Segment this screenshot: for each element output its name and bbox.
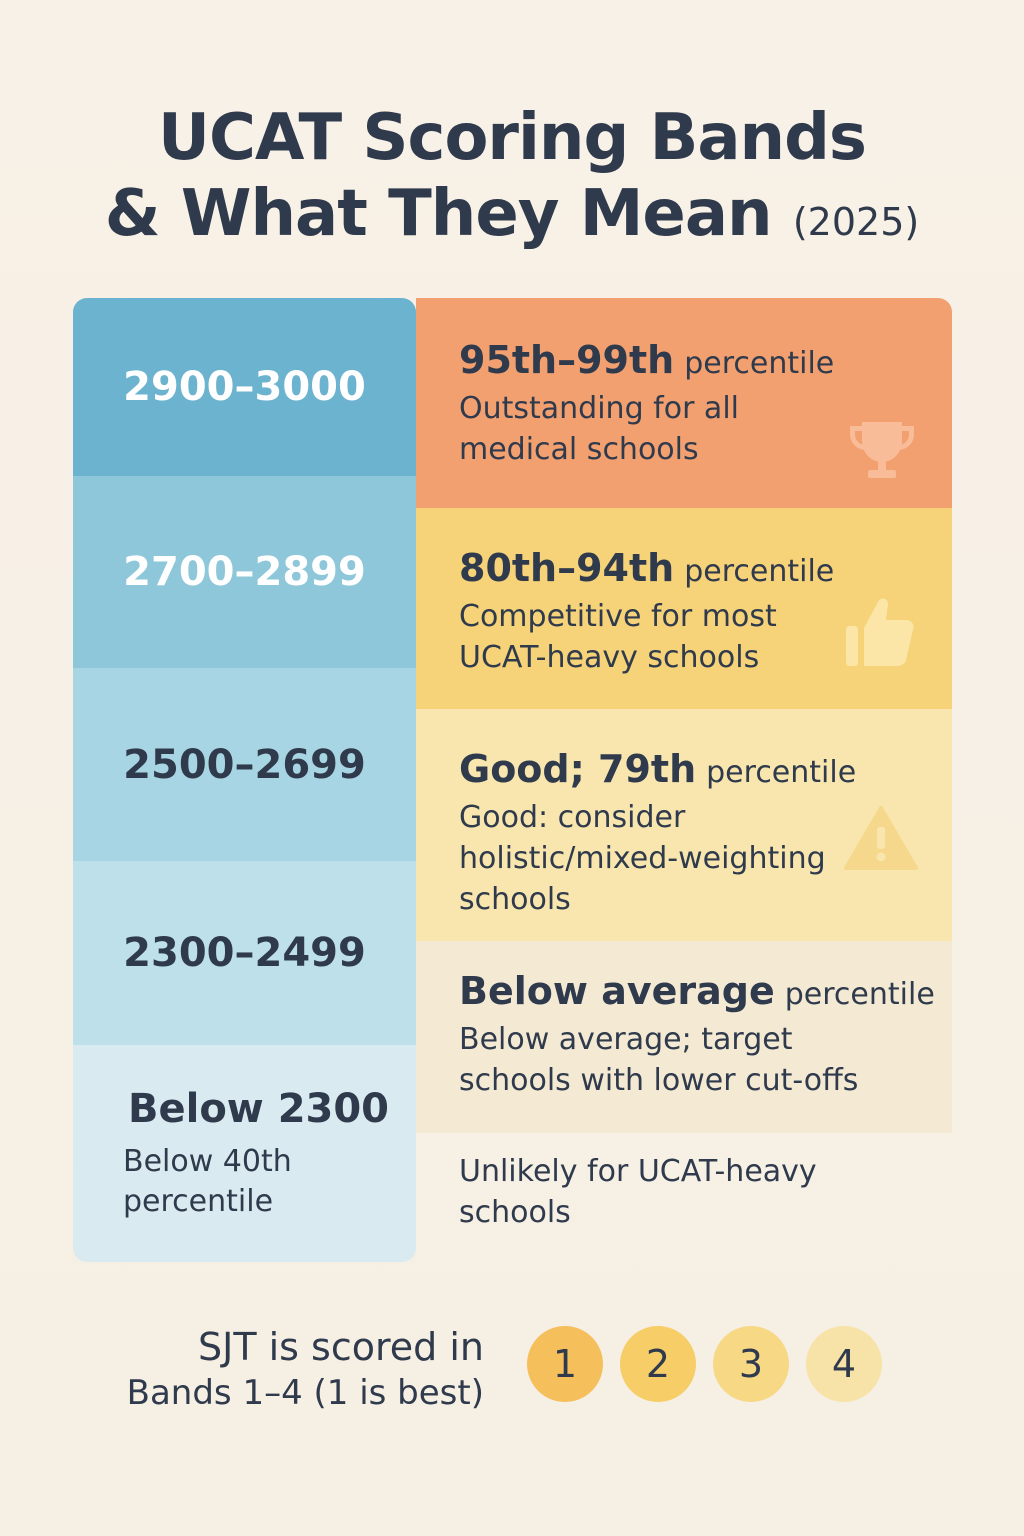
- score-range: 2700–2899: [123, 549, 366, 595]
- score-column: 2900–3000 2700–2899 2500–2699 2300–2499 …: [73, 298, 416, 1262]
- title-line-2-text: & What They Mean: [104, 177, 773, 251]
- score-range: 2500–2699: [123, 741, 366, 788]
- sjt-band-3-badge: 3: [713, 1326, 789, 1402]
- band-description: Good: consider holistic/mixed-weighting …: [459, 800, 826, 917]
- sjt-band-4-badge: 4: [806, 1326, 882, 1402]
- score-range: Below 2300: [128, 1085, 390, 1132]
- band-description: Below average; target schools with lower…: [459, 1022, 859, 1098]
- sjt-note: SJT is scored in Bands 1–4 (1 is best): [124, 1324, 484, 1416]
- score-band-5: Below 2300 Below 40th percentile: [73, 1045, 416, 1262]
- percentile-label: percentile: [684, 554, 835, 589]
- meaning-band-2: 80th–94th percentile Competitive for most…: [416, 508, 952, 709]
- sjt-line-1: SJT is scored in: [197, 1325, 484, 1369]
- band-description: Outstanding for all medical schools: [459, 391, 739, 467]
- trophy-icon: [850, 422, 914, 478]
- title-year: (2025): [792, 200, 920, 244]
- page-title: UCAT Scoring Bands & What They Mean (202…: [0, 100, 1024, 260]
- band-description: Unlikely for UCAT-heavy schools: [459, 1154, 817, 1230]
- band-headline: 80th–94th percentile: [459, 546, 952, 590]
- band-headline: 95th–99th percentile: [459, 338, 952, 382]
- score-band-1: 2900–3000: [73, 298, 416, 476]
- score-range: 2900–3000: [123, 364, 366, 410]
- meaning-band-1: 95th–99th percentile Outstanding for all …: [416, 298, 952, 508]
- sjt-line-2: Bands 1–4 (1 is best): [126, 1373, 484, 1413]
- band-headline-text: 95th–99th: [459, 338, 675, 382]
- score-band-4: 2300–2499: [73, 861, 416, 1045]
- band-headline: Below average percentile: [459, 969, 952, 1013]
- score-band-2: 2700–2899: [73, 476, 416, 668]
- sjt-band-2-badge: 2: [620, 1326, 696, 1402]
- title-line-2: & What They Mean (2025): [0, 176, 1024, 260]
- percentile-label: percentile: [684, 346, 835, 381]
- score-range: 2300–2499: [123, 930, 366, 976]
- meaning-band-5: Unlikely for UCAT-heavy schools: [416, 1133, 952, 1262]
- band-headline: Good; 79th percentile: [459, 747, 952, 791]
- band-headline-text: 80th–94th: [459, 546, 675, 590]
- band-headline-text: Below average: [459, 969, 775, 1013]
- meaning-band-3: Good; 79th percentile Good: consider holi…: [416, 709, 952, 941]
- score-band-5-percentile: Below 40th percentile: [123, 1143, 292, 1219]
- band-description: Competitive for most UCAT-heavy schools: [459, 599, 777, 675]
- percentile-label: percentile: [784, 977, 935, 1012]
- sjt-band-1-badge: 1: [527, 1326, 603, 1402]
- score-band-3: 2500–2699: [73, 668, 416, 861]
- percentile-label: percentile: [706, 755, 857, 790]
- band-headline-text: Good; 79th: [459, 747, 697, 791]
- warning-icon: [844, 806, 918, 870]
- title-line-1: UCAT Scoring Bands: [157, 101, 867, 175]
- thumbs-up-icon: [846, 598, 914, 666]
- meaning-band-4: Below average percentile Below average; t…: [416, 941, 952, 1133]
